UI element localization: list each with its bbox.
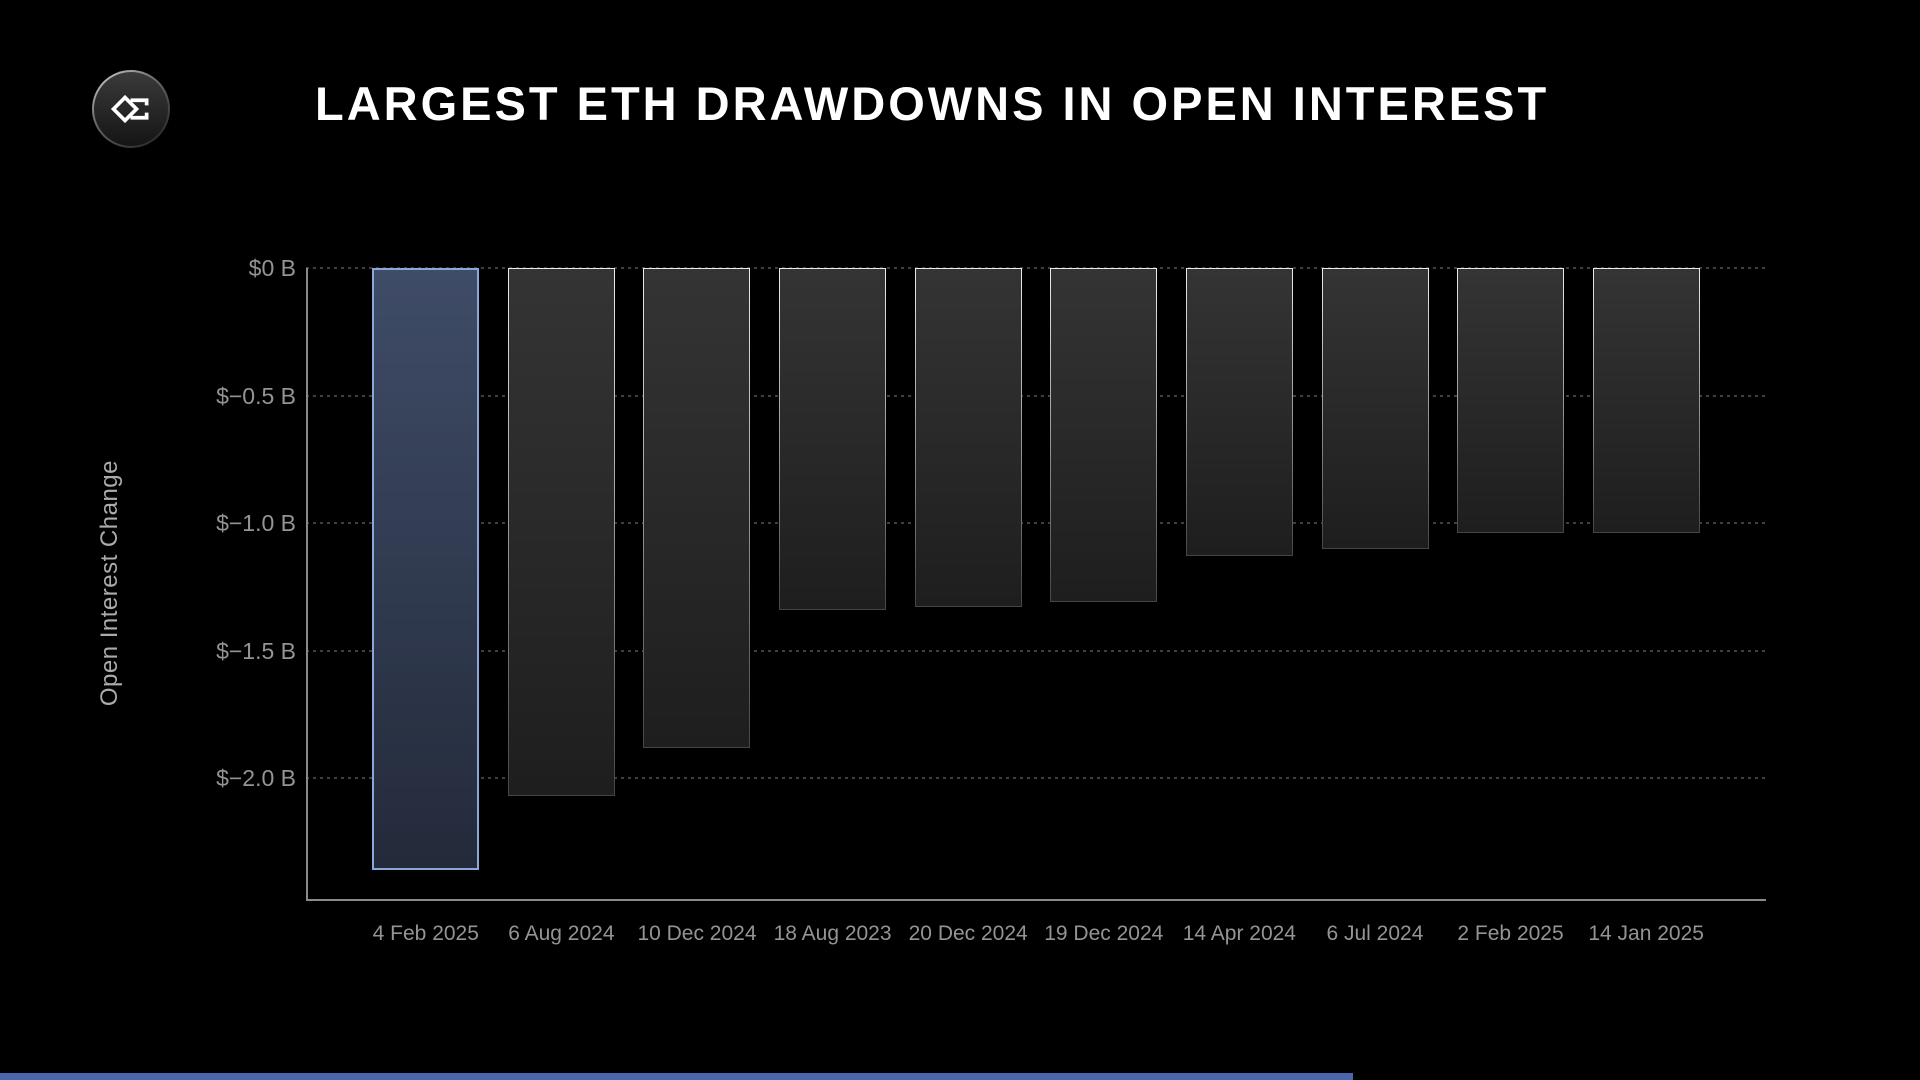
bar-20-dec-2024 xyxy=(914,268,1022,607)
chart-title: LARGEST ETH DRAWDOWNS IN OPEN INTEREST xyxy=(315,77,1550,130)
gridline-0 xyxy=(306,267,1766,269)
bar-6-aug-2024 xyxy=(507,268,615,796)
x-tick-label-19-dec-2024: 19 Dec 2024 xyxy=(1044,922,1164,945)
y-tick-label: $−0.5 B xyxy=(216,382,296,409)
x-tick-label-18-aug-2023: 18 Aug 2023 xyxy=(773,922,892,945)
bar-19-dec-2024 xyxy=(1050,268,1158,602)
y-axis-title: Open Interest Change xyxy=(96,460,123,707)
x-axis-line xyxy=(306,899,1766,901)
x-tick-label-14-apr-2024: 14 Apr 2024 xyxy=(1182,922,1296,945)
x-tick-labels: 4 Feb 2025 6 Aug 2024 10 Dec 2024 18 Aug 20… xyxy=(306,922,1766,946)
bar-14-apr-2024 xyxy=(1185,268,1293,556)
y-tick-label: $0 B xyxy=(248,255,296,281)
x-tick-label-14-jan-2025: 14 Jan 2025 xyxy=(1588,922,1704,945)
gridline--1.5 xyxy=(306,649,1766,652)
bar-6-jul-2024 xyxy=(1321,268,1429,549)
y-tick-label: $−1.0 B xyxy=(216,510,296,537)
y-tick-label: $−2.0 B xyxy=(216,765,296,792)
x-tick-label-6-aug-2024: 6 Aug 2024 xyxy=(508,922,615,945)
x-tick-label-6-jul-2024: 6 Jul 2024 xyxy=(1326,922,1424,945)
x-tick-label-20-dec-2024: 20 Dec 2024 xyxy=(908,922,1028,945)
y-axis-line xyxy=(306,268,308,899)
x-tick-label-2-feb-2025: 2 Feb 2025 xyxy=(1457,922,1564,945)
bar-2-feb-2025 xyxy=(1457,268,1565,533)
bar-18-aug-2023 xyxy=(778,268,886,610)
gridline--1 xyxy=(306,522,1766,525)
logo xyxy=(92,70,170,148)
x-tick-label-10-dec-2024: 10 Dec 2024 xyxy=(637,922,757,945)
bar-4-feb-2025 xyxy=(372,268,479,870)
gridline--0.5 xyxy=(306,394,1766,397)
y-tick-label: $−1.5 B xyxy=(216,637,296,664)
gridline--2 xyxy=(306,777,1766,780)
bar-14-jan-2025 xyxy=(1592,268,1700,533)
bottom-accent-bar xyxy=(0,1073,1353,1080)
logo-circle xyxy=(94,72,168,146)
plot-area xyxy=(306,268,1766,899)
bar-10-dec-2024 xyxy=(643,268,751,748)
x-tick-label-4-feb-2025: 4 Feb 2025 xyxy=(372,922,479,945)
angular-sigma-icon xyxy=(110,94,149,124)
